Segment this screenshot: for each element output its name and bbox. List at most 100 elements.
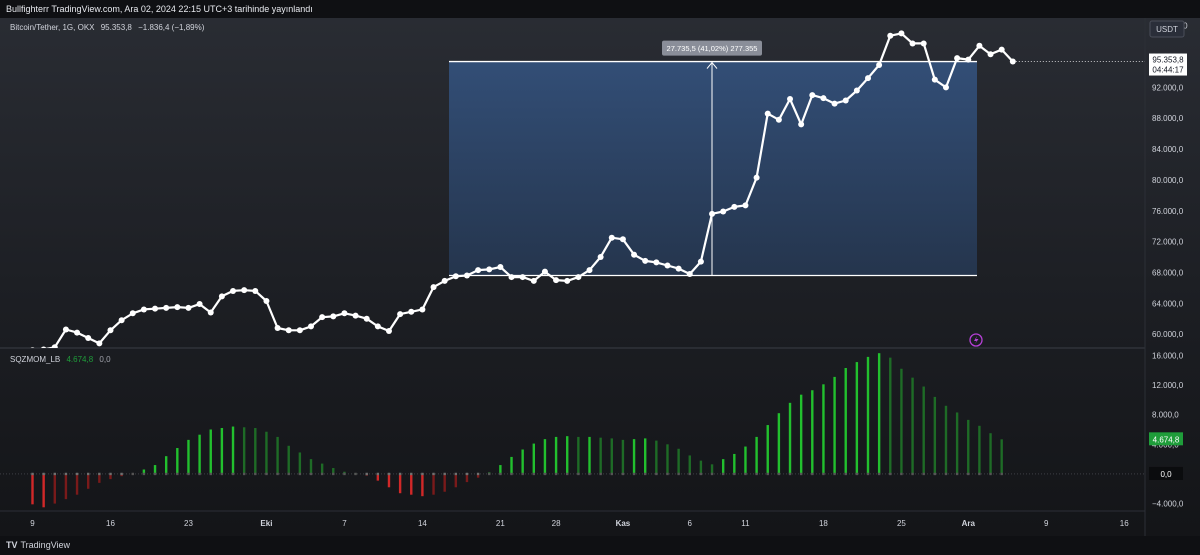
price-point[interactable]: [709, 210, 716, 217]
momentum-bar[interactable]: [599, 437, 602, 474]
momentum-bar[interactable]: [287, 445, 290, 474]
price-point[interactable]: [352, 312, 359, 319]
price-point[interactable]: [642, 257, 649, 264]
price-point[interactable]: [876, 62, 883, 69]
momentum-bar[interactable]: [677, 448, 680, 474]
momentum-bar[interactable]: [855, 362, 859, 474]
momentum-bar[interactable]: [733, 453, 736, 474]
momentum-bar[interactable]: [978, 425, 981, 474]
price-point[interactable]: [330, 313, 337, 320]
price-point[interactable]: [218, 293, 225, 300]
price-point[interactable]: [252, 287, 259, 294]
price-point[interactable]: [842, 97, 849, 104]
price-point[interactable]: [174, 304, 181, 311]
measure-area[interactable]: [449, 61, 977, 276]
symbol-label[interactable]: Bitcoin/Tether, 1G, OKX: [10, 23, 95, 32]
tradingview-logo[interactable]: TV TradingView: [6, 536, 70, 555]
price-point[interactable]: [564, 277, 571, 284]
price-point[interactable]: [374, 323, 381, 330]
momentum-bar[interactable]: [944, 405, 948, 474]
momentum-bar[interactable]: [610, 438, 613, 474]
momentum-bar[interactable]: [432, 473, 435, 495]
price-point[interactable]: [608, 234, 615, 241]
momentum-bar[interactable]: [153, 465, 157, 474]
momentum-bar[interactable]: [566, 436, 569, 474]
price-point[interactable]: [62, 326, 69, 333]
price-point[interactable]: [196, 301, 203, 308]
price-point[interactable]: [263, 297, 270, 304]
price-point[interactable]: [341, 310, 348, 317]
price-point[interactable]: [96, 340, 103, 347]
price-point[interactable]: [764, 110, 771, 117]
momentum-bar[interactable]: [933, 396, 937, 474]
momentum-bar[interactable]: [788, 402, 792, 474]
momentum-bar[interactable]: [822, 384, 825, 474]
price-point[interactable]: [530, 277, 537, 284]
price-point[interactable]: [553, 277, 560, 284]
price-point[interactable]: [742, 202, 749, 209]
price-point[interactable]: [441, 277, 448, 284]
price-point[interactable]: [408, 308, 415, 315]
momentum-bar[interactable]: [543, 439, 547, 474]
price-point[interactable]: [508, 274, 515, 281]
price-point[interactable]: [619, 236, 626, 243]
price-point[interactable]: [475, 267, 482, 274]
momentum-bar[interactable]: [398, 473, 402, 494]
price-point[interactable]: [41, 346, 47, 353]
momentum-bar[interactable]: [376, 473, 380, 481]
momentum-bar[interactable]: [955, 412, 959, 474]
momentum-bar[interactable]: [53, 473, 56, 504]
momentum-bar[interactable]: [220, 428, 224, 474]
price-point[interactable]: [898, 30, 905, 37]
price-point[interactable]: [486, 266, 493, 273]
momentum-bar[interactable]: [688, 455, 691, 474]
momentum-bar[interactable]: [454, 473, 458, 488]
currency-badge[interactable]: [1149, 20, 1185, 38]
price-point[interactable]: [631, 251, 638, 258]
price-point[interactable]: [942, 84, 949, 91]
momentum-bar[interactable]: [577, 436, 580, 474]
momentum-bar[interactable]: [443, 473, 446, 492]
momentum-bar[interactable]: [755, 436, 758, 474]
momentum-bar[interactable]: [98, 473, 101, 483]
momentum-bar[interactable]: [87, 473, 90, 489]
price-point[interactable]: [820, 95, 827, 102]
price-point[interactable]: [976, 42, 983, 49]
price-point[interactable]: [787, 95, 794, 102]
price-point[interactable]: [30, 347, 36, 353]
momentum-bar[interactable]: [1000, 439, 1003, 474]
price-point[interactable]: [497, 264, 504, 271]
price-point[interactable]: [118, 317, 125, 324]
price-point[interactable]: [152, 305, 159, 312]
momentum-bar[interactable]: [889, 357, 892, 474]
momentum-bar[interactable]: [900, 368, 903, 474]
price-point[interactable]: [140, 306, 147, 313]
price-point[interactable]: [452, 273, 459, 280]
price-point[interactable]: [887, 32, 894, 39]
momentum-bar[interactable]: [877, 353, 881, 474]
price-point[interactable]: [541, 268, 548, 275]
indicator-name[interactable]: SQZMOM_LB: [10, 355, 61, 364]
price-point[interactable]: [586, 267, 593, 274]
momentum-bar[interactable]: [198, 434, 201, 474]
momentum-bar[interactable]: [655, 440, 658, 474]
indicator-axis[interactable]: 16.000,012.000,08.000,04.000,0−4.000,0: [1152, 351, 1184, 508]
price-point[interactable]: [463, 272, 470, 279]
momentum-bar[interactable]: [209, 429, 212, 474]
momentum-bar[interactable]: [309, 459, 313, 474]
momentum-bar[interactable]: [777, 413, 781, 474]
price-point[interactable]: [753, 174, 760, 181]
price-point[interactable]: [865, 75, 871, 82]
price-point[interactable]: [954, 55, 961, 62]
momentum-bar[interactable]: [499, 465, 502, 474]
momentum-bar[interactable]: [967, 419, 970, 474]
momentum-bar[interactable]: [42, 473, 45, 508]
momentum-bar[interactable]: [265, 431, 268, 474]
momentum-bar[interactable]: [164, 456, 168, 474]
price-point[interactable]: [274, 324, 281, 331]
momentum-bar[interactable]: [242, 427, 246, 474]
price-point[interactable]: [675, 265, 682, 272]
momentum-bar[interactable]: [231, 426, 235, 474]
price-point[interactable]: [720, 208, 727, 215]
